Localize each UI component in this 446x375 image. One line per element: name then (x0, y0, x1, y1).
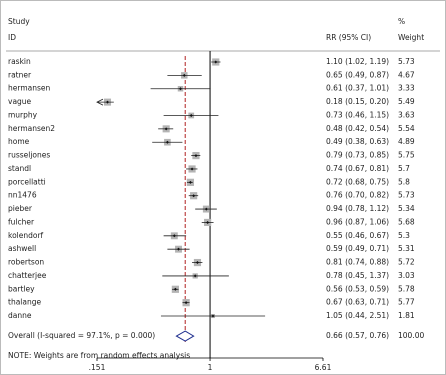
point-estimate (206, 220, 210, 224)
point-estimate (184, 301, 188, 305)
point-estimate (214, 60, 218, 64)
point-estimate (178, 87, 182, 91)
effect-label: 0.81 (0.74, 0.88) (326, 258, 389, 267)
note: NOTE: Weights are from random effects an… (8, 351, 190, 360)
header-weight: Weight (398, 33, 424, 42)
point-estimate (164, 127, 168, 131)
point-estimate (195, 261, 199, 265)
point-estimate (177, 247, 181, 251)
study-label: nn1476 (8, 191, 37, 200)
point-estimate (182, 73, 186, 77)
overall-diamond (175, 330, 195, 342)
effect-label: 1.05 (0.44, 2.51) (326, 311, 389, 320)
effect-label: 0.96 (0.87, 1.06) (326, 217, 389, 226)
effect-label: 1.10 (1.02, 1.19) (326, 57, 389, 66)
study-label: kolendorf (8, 231, 44, 240)
header-pct: % (398, 17, 405, 26)
study-label: bartley (8, 284, 35, 293)
study-label: hermansen (8, 84, 50, 93)
effect-label: 0.78 (0.45, 1.37) (326, 271, 389, 280)
weight-label: 4.89 (398, 137, 415, 146)
study-label: robertson (8, 258, 44, 267)
effect-label: 0.55 (0.46, 0.67) (326, 231, 389, 240)
study-label: ratner (8, 70, 32, 79)
study-label: danne (8, 311, 32, 320)
effect-label: 0.79 (0.73, 0.85) (326, 151, 389, 160)
point-estimate (173, 287, 177, 291)
x-tick-label: .151 (89, 363, 106, 372)
weight-label: 3.03 (398, 271, 415, 280)
header-study: Study (8, 17, 30, 26)
weight-label: 5.68 (398, 217, 415, 226)
effect-label: 0.74 (0.67, 0.81) (326, 164, 389, 173)
effect-label: 0.76 (0.70, 0.82) (326, 191, 389, 200)
weight-label: 5.31 (398, 244, 415, 253)
effect-label: 0.67 (0.63, 0.71) (326, 298, 389, 307)
study-label: ashwell (8, 244, 36, 253)
header-id: ID (8, 33, 16, 42)
study-label: raskin (8, 57, 31, 66)
point-estimate (204, 207, 208, 211)
point-estimate (106, 100, 110, 104)
study-label: chatterjee (8, 271, 47, 280)
study-label: russeljones (8, 151, 50, 160)
study-label: porcellatti (8, 177, 46, 186)
x-tick-label: 1 (208, 363, 213, 372)
point-estimate (189, 113, 193, 117)
study-label: standl (8, 164, 31, 173)
effect-label: 0.72 (0.68, 0.75) (326, 177, 389, 186)
study-label: home (8, 137, 30, 146)
effect-label: 0.65 (0.49, 0.87) (326, 70, 389, 79)
study-label: vague (8, 97, 32, 106)
weight-label: 5.73 (398, 57, 415, 66)
weight-label: 5.3 (398, 231, 410, 240)
effect-label: 0.18 (0.15, 0.20) (326, 97, 389, 106)
study-label: hermansen2 (8, 124, 55, 133)
point-estimate (172, 234, 176, 238)
overall-effect: 0.66 (0.57, 0.76) (326, 331, 389, 340)
weight-label: 5.34 (398, 204, 415, 213)
study-label: murphy (8, 110, 38, 119)
weight-label: 5.8 (398, 177, 410, 186)
effect-label: 0.73 (0.46, 1.15) (326, 110, 389, 119)
overall-weight: 100.00 (398, 331, 424, 340)
point-estimate (194, 154, 198, 158)
point-estimate (192, 194, 196, 198)
effect-label: 0.59 (0.49, 0.71) (326, 244, 389, 253)
study-label: thalange (8, 298, 41, 307)
weight-label: 5.7 (398, 164, 410, 173)
point-estimate (211, 314, 215, 318)
weight-label: 5.72 (398, 258, 415, 267)
effect-label: 0.56 (0.53, 0.59) (326, 284, 389, 293)
weight-label: 4.67 (398, 70, 415, 79)
weight-label: 3.33 (398, 84, 415, 93)
weight-label: 3.63 (398, 110, 415, 119)
point-estimate (188, 180, 192, 184)
effect-label: 0.61 (0.37, 1.01) (326, 84, 389, 93)
effect-label: 0.94 (0.78, 1.12) (326, 204, 389, 213)
header-effect: RR (95% CI) (326, 33, 371, 42)
point-estimate (190, 167, 194, 171)
weight-label: 5.77 (398, 298, 415, 307)
weight-label: 5.75 (398, 151, 415, 160)
ci-arrow (96, 98, 104, 106)
point-estimate (165, 140, 169, 144)
weight-label: 5.73 (398, 191, 415, 200)
weight-label: 5.54 (398, 124, 415, 133)
weight-label: 5.78 (398, 284, 415, 293)
study-label: fulcher (8, 217, 35, 226)
x-tick-label: 6.61 (315, 363, 332, 372)
effect-label: 0.49 (0.38, 0.63) (326, 137, 389, 146)
point-estimate (193, 274, 197, 278)
overall-label: Overall (I-squared = 97.1%, p = 0.000) (8, 331, 155, 340)
weight-label: 1.81 (398, 311, 415, 320)
study-label: pieber (8, 204, 33, 213)
effect-label: 0.48 (0.42, 0.54) (326, 124, 389, 133)
weight-label: 5.49 (398, 97, 415, 106)
